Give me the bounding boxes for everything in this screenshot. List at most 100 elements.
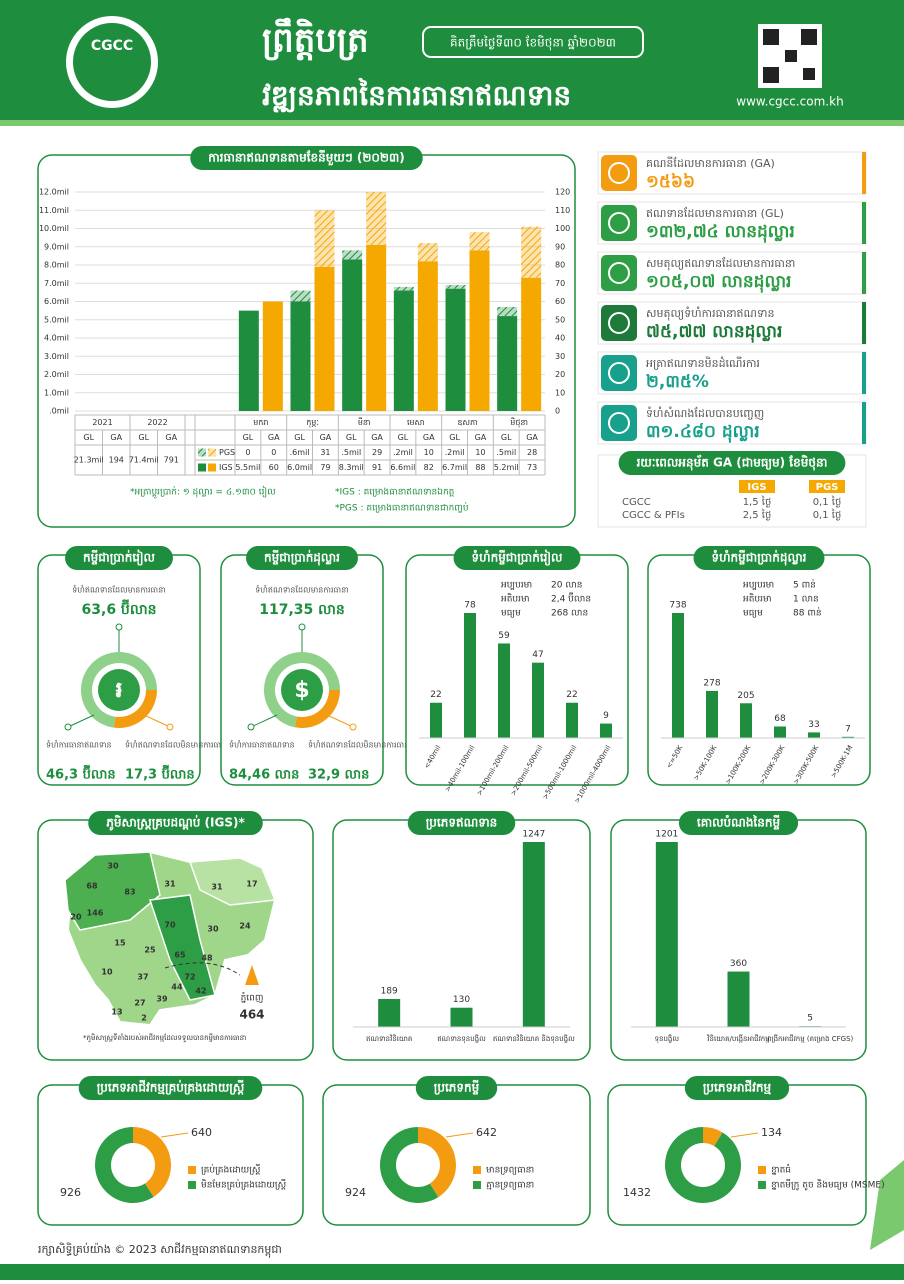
region-value: 83 xyxy=(124,888,135,897)
panel-title: ប្រភេទអាជីវកម្មគ្រប់គ្រងដោយស្ត្រី xyxy=(97,1080,245,1096)
kpi-accent xyxy=(862,352,866,394)
gl-bar xyxy=(290,290,311,302)
legend-swatch xyxy=(208,448,216,457)
gl-bar xyxy=(238,310,259,411)
note: *អត្រាប្តូរប្រាក់: ១ ដុល្លារ = ៤.១៣០ រៀល xyxy=(130,486,276,499)
capital-icon xyxy=(245,965,259,985)
y-tick-label: 1.0mil xyxy=(44,388,69,397)
gl-value-label: 5.5mil xyxy=(235,463,260,472)
stat-value: 268 លាន xyxy=(551,609,588,619)
y-tick-label: 9.0mil xyxy=(44,242,69,251)
bar xyxy=(430,702,442,738)
kpi-icon-glyph xyxy=(608,262,630,284)
column-label: GL xyxy=(449,433,460,442)
legend-swatch xyxy=(188,1181,196,1189)
year-label: 2021 xyxy=(92,418,112,427)
qr-block xyxy=(763,67,779,83)
ga-bar xyxy=(314,210,335,267)
ga-value-label: 10 xyxy=(424,448,434,457)
category-label: ទំហំការធានាឥណទាន xyxy=(229,740,295,750)
y2-tick-label: 10 xyxy=(555,388,565,397)
value-label: 47 xyxy=(532,650,543,660)
kpi-icon-glyph xyxy=(608,162,630,184)
kpi-icon xyxy=(601,205,637,241)
year-label: 2022 xyxy=(147,418,167,427)
column-label: GA xyxy=(423,433,435,442)
ga-period-cell: 0,1 ថ្ងៃ xyxy=(813,508,842,521)
gl-bar xyxy=(445,288,466,411)
panel-title: គោលបំណងនៃកម្ចី xyxy=(697,815,781,831)
bar xyxy=(672,613,684,738)
kpi-label: សមតុល្យឥណទានដែលមានការធានា xyxy=(646,256,795,271)
date-pill xyxy=(422,26,644,58)
donut-segment xyxy=(113,690,157,729)
column-label: GL xyxy=(501,433,512,442)
bar xyxy=(706,690,718,738)
stat-value: 88 ពាន់ xyxy=(793,607,822,619)
donut-segment xyxy=(95,1127,154,1203)
kpi-icon-glyph xyxy=(608,212,630,234)
value-label: 1201 xyxy=(655,830,678,840)
ga-bar xyxy=(366,192,387,245)
region-value: 65 xyxy=(174,951,186,960)
annual-gl: 71.4mil xyxy=(129,456,159,465)
category-label: ទុនបង្វិល xyxy=(655,1034,680,1044)
stat-value: 20 លាន xyxy=(551,581,582,591)
bar xyxy=(740,703,752,738)
gl-value-label: .2mil xyxy=(445,448,465,457)
gl-bar xyxy=(342,259,363,411)
kpi-value: ៣១.៤៨០ ដុល្លារ xyxy=(646,422,760,443)
region-shape xyxy=(64,851,161,931)
column-label: GA xyxy=(371,433,383,442)
stat-label: អប្បបរមា xyxy=(501,581,532,591)
region-value: 70 xyxy=(164,921,176,930)
kpi-icon-glyph xyxy=(608,412,630,434)
gl-bar xyxy=(342,250,363,260)
y-tick-label: 11.0mil xyxy=(39,206,69,215)
header-subtitle: វឌ្ឍនភាពនៃការធានាឥណទាន xyxy=(262,77,571,113)
ga-bar xyxy=(314,266,335,411)
ga-bar xyxy=(521,226,542,278)
leader-line xyxy=(445,1132,474,1138)
leader-dot xyxy=(247,723,255,731)
ga-bar xyxy=(417,261,438,411)
region-value: 27 xyxy=(134,999,145,1008)
ga-bar xyxy=(521,277,542,411)
value-label: 7 xyxy=(845,724,851,734)
category-label: ទំហំការធានាឥណទាន xyxy=(46,740,112,750)
qr-block xyxy=(803,68,815,80)
panel-tab xyxy=(190,146,423,170)
region-value: 17 xyxy=(246,880,257,889)
donut-segment xyxy=(703,1127,723,1147)
gl-bar xyxy=(445,285,466,289)
kpi-icon xyxy=(601,155,637,191)
ga-period-column: IGS xyxy=(747,482,766,493)
category-label: វិនិយោគ/បង្កើនអាជីវកម្ម xyxy=(707,1034,771,1043)
value-label: 17,3 ប៊ីលាន xyxy=(125,765,195,783)
column-label: GA xyxy=(526,433,538,442)
value-label: 1432 xyxy=(623,1186,651,1199)
value-label: 360 xyxy=(730,959,747,969)
kpi-box xyxy=(597,301,867,345)
y-tick-label: 7.0mil xyxy=(44,279,69,288)
region-value: 68 xyxy=(86,882,98,891)
kpi-accent xyxy=(862,152,866,194)
currency-symbol: ៛ xyxy=(116,678,123,703)
ga-bar xyxy=(417,243,438,262)
total-label: ទំហំឥណទានដែលមានការធានា xyxy=(255,585,349,595)
panel-tab xyxy=(415,1076,498,1100)
y2-tick-label: 50 xyxy=(555,315,565,324)
y2-tick-label: 20 xyxy=(555,370,565,379)
column-label: GL xyxy=(243,433,254,442)
kpi-label: ទំហំសំណងដែលបានបញ្ចេញ xyxy=(646,406,764,420)
legend-label: គ្រប់គ្រងដោយស្ត្រី xyxy=(201,1164,261,1176)
y2-tick-label: 100 xyxy=(555,224,570,233)
kpi-label: គណនីដែលមានការធានា (GA) xyxy=(646,156,775,170)
legend-label: PGS xyxy=(219,448,235,457)
category-label: ឥណទានវិនិយោគ xyxy=(366,1034,412,1043)
capital-name: ភ្នំពេញ xyxy=(241,992,264,1004)
column-label: GL xyxy=(294,433,305,442)
column-label: GA xyxy=(110,433,122,442)
bar xyxy=(774,726,786,738)
